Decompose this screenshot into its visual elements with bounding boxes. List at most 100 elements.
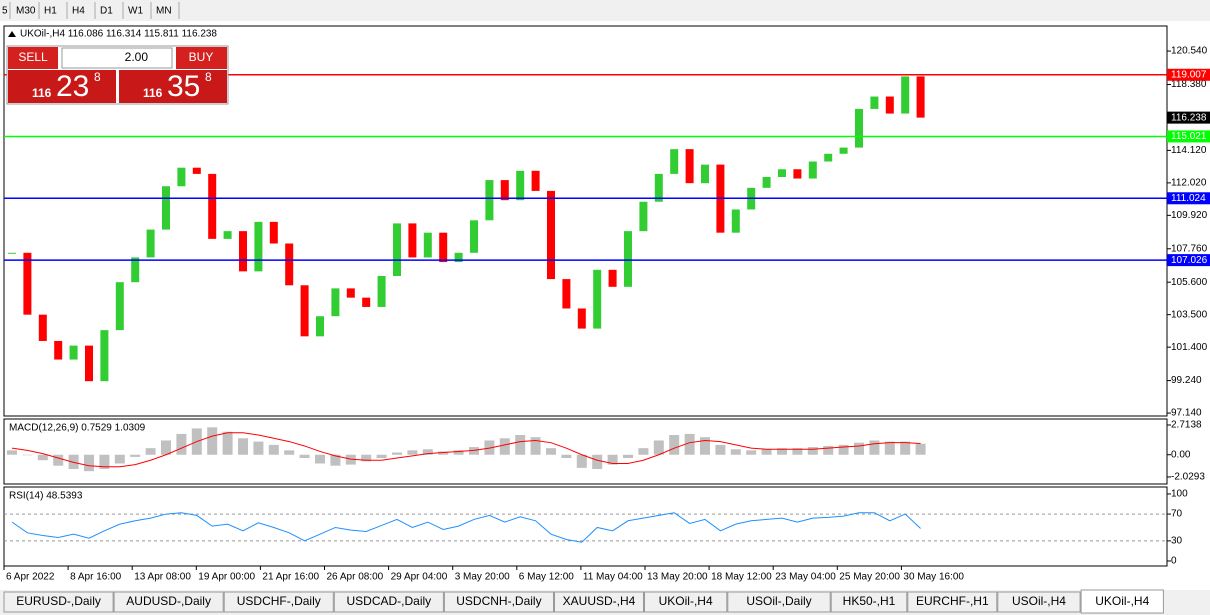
signal-line	[11, 432, 921, 468]
tab[interactable]	[554, 591, 644, 613]
candle	[162, 186, 170, 230]
tab[interactable]	[830, 591, 908, 613]
rsi-line	[11, 512, 921, 543]
level-label-box	[1167, 68, 1210, 81]
timeframe-button[interactable]: W1	[128, 6, 143, 17]
candle	[824, 153, 833, 162]
y-tick-label: 114.120	[1171, 145, 1207, 156]
current-price-label: 116.238	[1171, 112, 1207, 123]
candle	[670, 149, 679, 174]
candle	[316, 316, 324, 337]
tab-label[interactable]: XAUUSD-,H4	[563, 594, 636, 608]
candle	[146, 229, 155, 258]
histogram-bar	[484, 440, 495, 455]
tab-label[interactable]: USDCAD-,Daily	[347, 594, 432, 608]
tab[interactable]	[223, 591, 334, 613]
histogram-bar	[422, 449, 433, 455]
y-tick-label: 30	[1171, 536, 1183, 547]
tab[interactable]	[1080, 589, 1164, 614]
tab[interactable]	[997, 591, 1081, 613]
tab-label[interactable]: USDCNH-,Daily	[456, 594, 541, 608]
buy-button[interactable]	[176, 47, 227, 69]
timeframe-button[interactable]: M30	[16, 6, 36, 17]
x-tick-label: 11 May 04:00	[583, 572, 643, 583]
histogram-bar	[145, 448, 156, 455]
tab[interactable]	[907, 591, 998, 613]
candle	[254, 221, 263, 272]
histogram-bar	[838, 444, 849, 455]
tab[interactable]	[113, 591, 224, 613]
timeframe-button[interactable]: H4	[72, 6, 85, 17]
candle	[808, 161, 817, 179]
tab[interactable]	[3, 591, 114, 613]
x-tick-label: 26 Apr 08:00	[327, 572, 384, 583]
histogram-bar	[68, 454, 79, 469]
histogram-bar	[915, 443, 926, 455]
histogram-bar	[176, 433, 187, 455]
toolbar	[0, 0, 1210, 21]
tab-label[interactable]: AUDUSD-,Daily	[126, 594, 211, 608]
x-tick-label: 19 Apr 00:00	[198, 572, 255, 583]
timeframe-button[interactable]: 5	[2, 6, 8, 17]
y-tick-label: 109.920	[1171, 210, 1208, 221]
histogram-bar	[37, 454, 48, 461]
tab-label[interactable]: USOil-,H4	[1012, 594, 1066, 608]
histogram-bar	[669, 435, 680, 455]
histogram-bar	[22, 454, 33, 456]
timeframe-button[interactable]: H1	[44, 6, 57, 17]
tab-label[interactable]: HK50-,H1	[843, 594, 896, 608]
y-tick-label: 101.400	[1171, 342, 1208, 353]
tab-label[interactable]: USOil-,Daily	[746, 594, 811, 608]
candle	[377, 275, 386, 307]
histogram-bar	[361, 454, 372, 462]
buy-label[interactable]: BUY	[189, 50, 214, 64]
x-tick-label: 3 May 20:00	[455, 572, 510, 583]
level-label: 107.026	[1171, 255, 1208, 266]
tab-label[interactable]: EURUSD-,Daily	[16, 594, 101, 608]
tab[interactable]	[727, 591, 831, 613]
candle	[8, 252, 16, 254]
current-price-box	[1167, 111, 1210, 124]
histogram-bar	[376, 454, 387, 459]
tab[interactable]	[644, 591, 728, 613]
histogram-bar	[777, 448, 787, 455]
candle	[685, 149, 694, 184]
price-box[interactable]	[8, 70, 116, 103]
tab[interactable]	[443, 591, 554, 613]
candle	[362, 297, 371, 307]
tab-label[interactable]: EURCHF-,H1	[916, 594, 989, 608]
price-small: 8	[94, 70, 101, 84]
candle	[500, 180, 509, 201]
y-tick-label: 97.140	[1171, 408, 1202, 419]
y-tick-label: 107.760	[1171, 243, 1208, 254]
candle	[885, 96, 894, 114]
price-box[interactable]	[119, 70, 227, 103]
candle	[423, 232, 432, 258]
tab[interactable]	[333, 591, 444, 613]
y-tick-label: 112.020	[1171, 178, 1207, 189]
histogram-bar	[623, 454, 633, 459]
candle	[100, 330, 109, 382]
y-tick-label: 120.540	[1171, 46, 1208, 57]
tab-label[interactable]: UKOil-,H4	[1095, 594, 1149, 608]
histogram-bar	[7, 450, 17, 455]
candle	[593, 269, 602, 329]
y-tick-label: 0	[1171, 556, 1177, 567]
candle	[439, 232, 448, 263]
histogram-bar	[530, 437, 541, 455]
lots-value[interactable]: 2.00	[125, 50, 149, 64]
x-tick-label: 6 May 12:00	[519, 572, 574, 583]
timeframe-button[interactable]: D1	[100, 6, 113, 17]
indicator-title: RSI(14) 48.5393	[9, 491, 83, 502]
tab-label[interactable]: UKOil-,H4	[659, 594, 713, 608]
sell-label[interactable]: SELL	[18, 50, 48, 64]
candle	[393, 223, 401, 276]
lots-input[interactable]	[61, 47, 173, 69]
histogram-bar	[469, 447, 479, 455]
candle	[38, 314, 47, 341]
sell-button[interactable]	[8, 47, 58, 69]
tab-label[interactable]: USDCHF-,Daily	[237, 594, 321, 608]
timeframe-button[interactable]: MN	[156, 6, 172, 17]
histogram-bar	[761, 449, 772, 455]
